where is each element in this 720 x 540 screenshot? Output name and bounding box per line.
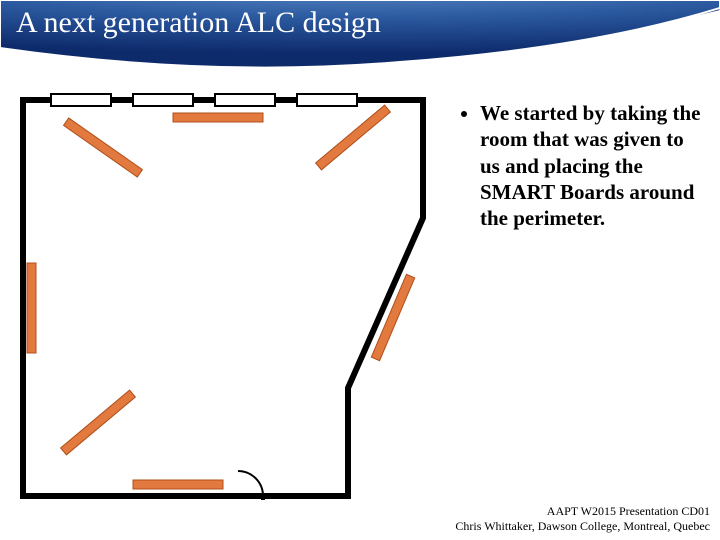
floorplan-svg [8, 88, 438, 518]
smart-board [316, 105, 391, 170]
floorplan-diagram [8, 88, 438, 523]
bullet-list: We started by taking the room that was g… [460, 100, 705, 231]
smart-board [64, 118, 143, 177]
title-banner: A next generation ALC design [0, 0, 720, 80]
footer-line-1: AAPT W2015 Presentation CD01 [455, 504, 710, 519]
window [215, 94, 275, 106]
smart-board [173, 113, 263, 122]
smart-board [61, 390, 136, 455]
window [297, 94, 357, 106]
window [51, 94, 111, 106]
window [133, 94, 193, 106]
smart-board [27, 263, 36, 353]
smart-board [133, 480, 223, 489]
smart-boards-group [27, 105, 415, 489]
bullet-item: We started by taking the room that was g… [480, 100, 705, 231]
footer-line-2: Chris Whittaker, Dawson College, Montrea… [455, 519, 710, 534]
slide-footer: AAPT W2015 Presentation CD01 Chris Whitt… [455, 504, 710, 534]
slide-title: A next generation ALC design [16, 6, 381, 40]
